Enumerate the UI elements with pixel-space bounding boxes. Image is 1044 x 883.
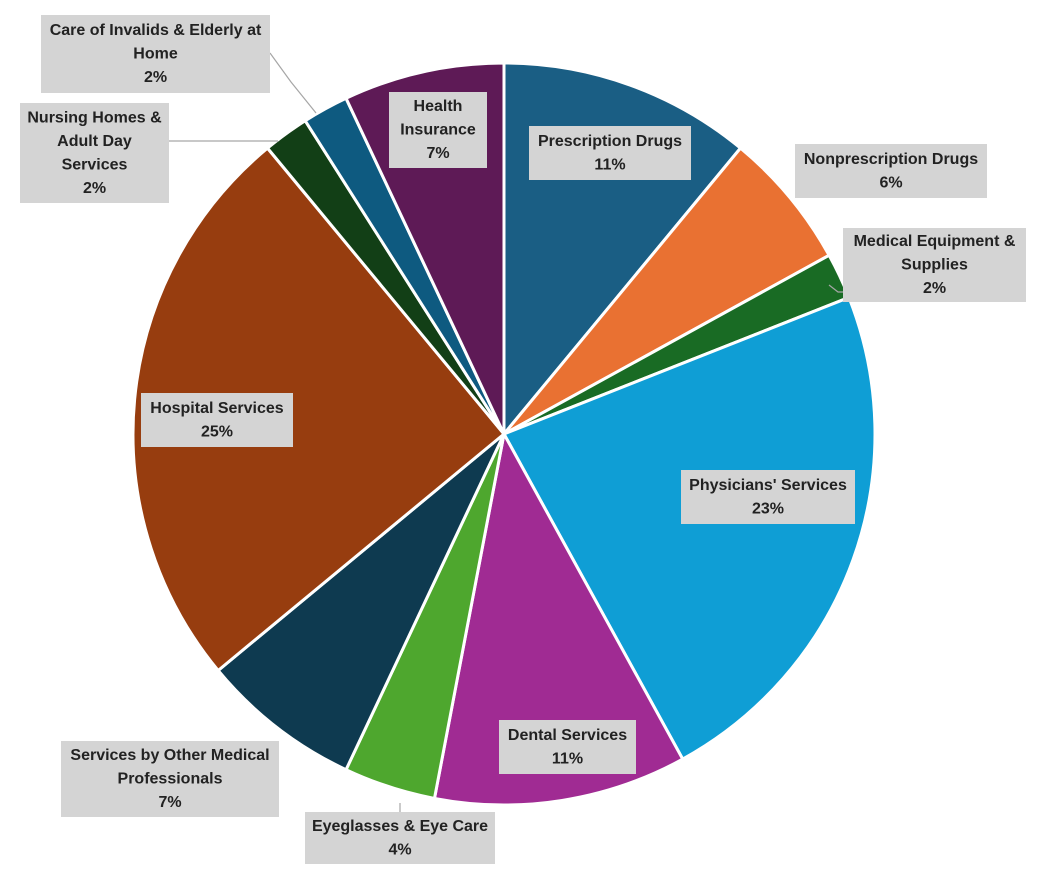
- pie-slice-services-by-other-medical-professionals: [216, 432, 506, 772]
- data-label-percent: 2%: [144, 69, 167, 86]
- data-label-box: [499, 720, 636, 774]
- data-label-box: [843, 228, 1026, 302]
- data-label-name: Prescription Drugs: [538, 133, 682, 150]
- data-label-box: [795, 144, 987, 198]
- data-label-services-by-other-medical-professionals: Services by Other Medical Professionals 7%: [61, 741, 279, 817]
- data-label-box: [141, 393, 293, 447]
- data-label-percent: 6%: [879, 174, 902, 191]
- data-label-name: Care of Invalids & Elderly at: [50, 22, 262, 39]
- data-label-physicians-services: Physicians' Services 23%: [681, 470, 855, 524]
- pie-slice-dental-services: [432, 429, 685, 807]
- data-label-name: Home: [133, 46, 178, 63]
- data-label-eyeglasses-and-eye-care: Eyeglasses & Eye Care 4%: [305, 812, 495, 864]
- data-label-medical-equipment-and-supplies: Medical Equipment & Supplies 2%: [843, 228, 1026, 302]
- leader-line-medical-equipment-and-supplies: [828, 284, 843, 293]
- data-label-name: Eyeglasses & Eye Care: [312, 818, 488, 835]
- data-label-prescription-drugs: Prescription Drugs 11%: [529, 126, 691, 180]
- data-label-health-insurance: Health Insurance 7%: [389, 92, 487, 168]
- pie-slice-physicians-services: [501, 295, 877, 762]
- data-label-percent: 2%: [83, 180, 106, 197]
- data-label-box: [389, 92, 487, 168]
- data-label-name: Professionals: [118, 771, 223, 788]
- data-label-name: Hospital Services: [150, 400, 284, 417]
- data-label-name: Medical Equipment &: [854, 233, 1016, 250]
- data-label-box: [41, 15, 270, 93]
- data-label-dental-services: Dental Services 11%: [499, 720, 636, 774]
- data-label-percent: 2%: [923, 280, 946, 297]
- data-label-name: Services: [62, 156, 128, 173]
- data-label-care-of-invalids-and-elderly-at-home: Care of Invalids & Elderly at Home 2%: [41, 15, 270, 93]
- data-label-name: Adult Day: [57, 133, 132, 150]
- slice-labels: Prescription Drugs 11% Nonprescription Dru…: [20, 15, 1026, 864]
- data-label-percent: 23%: [752, 500, 784, 517]
- data-label-box: [20, 103, 169, 203]
- data-label-name: Health: [414, 98, 463, 115]
- data-label-percent: 7%: [426, 145, 449, 162]
- data-label-name: Insurance: [400, 122, 476, 139]
- data-label-nursing-homes-and-adult-day-services: Nursing Homes & Adult Day Services 2%: [20, 103, 169, 203]
- data-label-name: Services by Other Medical: [70, 747, 269, 764]
- data-label-percent: 11%: [552, 750, 583, 767]
- pie-slice-hospital-services: [131, 146, 507, 673]
- data-label-name: Physicians' Services: [689, 477, 847, 494]
- data-label-percent: 4%: [388, 841, 411, 858]
- data-label-percent: 7%: [158, 794, 181, 811]
- data-label-nonprescription-drugs: Nonprescription Drugs 6%: [795, 144, 987, 198]
- leader-lines: [169, 52, 843, 812]
- data-label-box: [61, 741, 279, 817]
- pie-slice-nonprescription-drugs: [502, 146, 832, 436]
- data-label-name: Nonprescription Drugs: [804, 151, 978, 168]
- leader-line-care-of-invalids-and-elderly-at-home: [269, 52, 317, 114]
- data-label-box: [305, 812, 495, 864]
- data-label-box: [681, 470, 855, 524]
- data-label-name: Nursing Homes &: [27, 109, 162, 126]
- data-label-hospital-services: Hospital Services 25%: [141, 393, 293, 447]
- data-label-box: [529, 126, 691, 180]
- data-label-percent: 25%: [201, 423, 233, 440]
- data-label-name: Supplies: [901, 257, 968, 274]
- data-label-name: Dental Services: [508, 727, 627, 744]
- data-label-percent: 11%: [594, 156, 625, 173]
